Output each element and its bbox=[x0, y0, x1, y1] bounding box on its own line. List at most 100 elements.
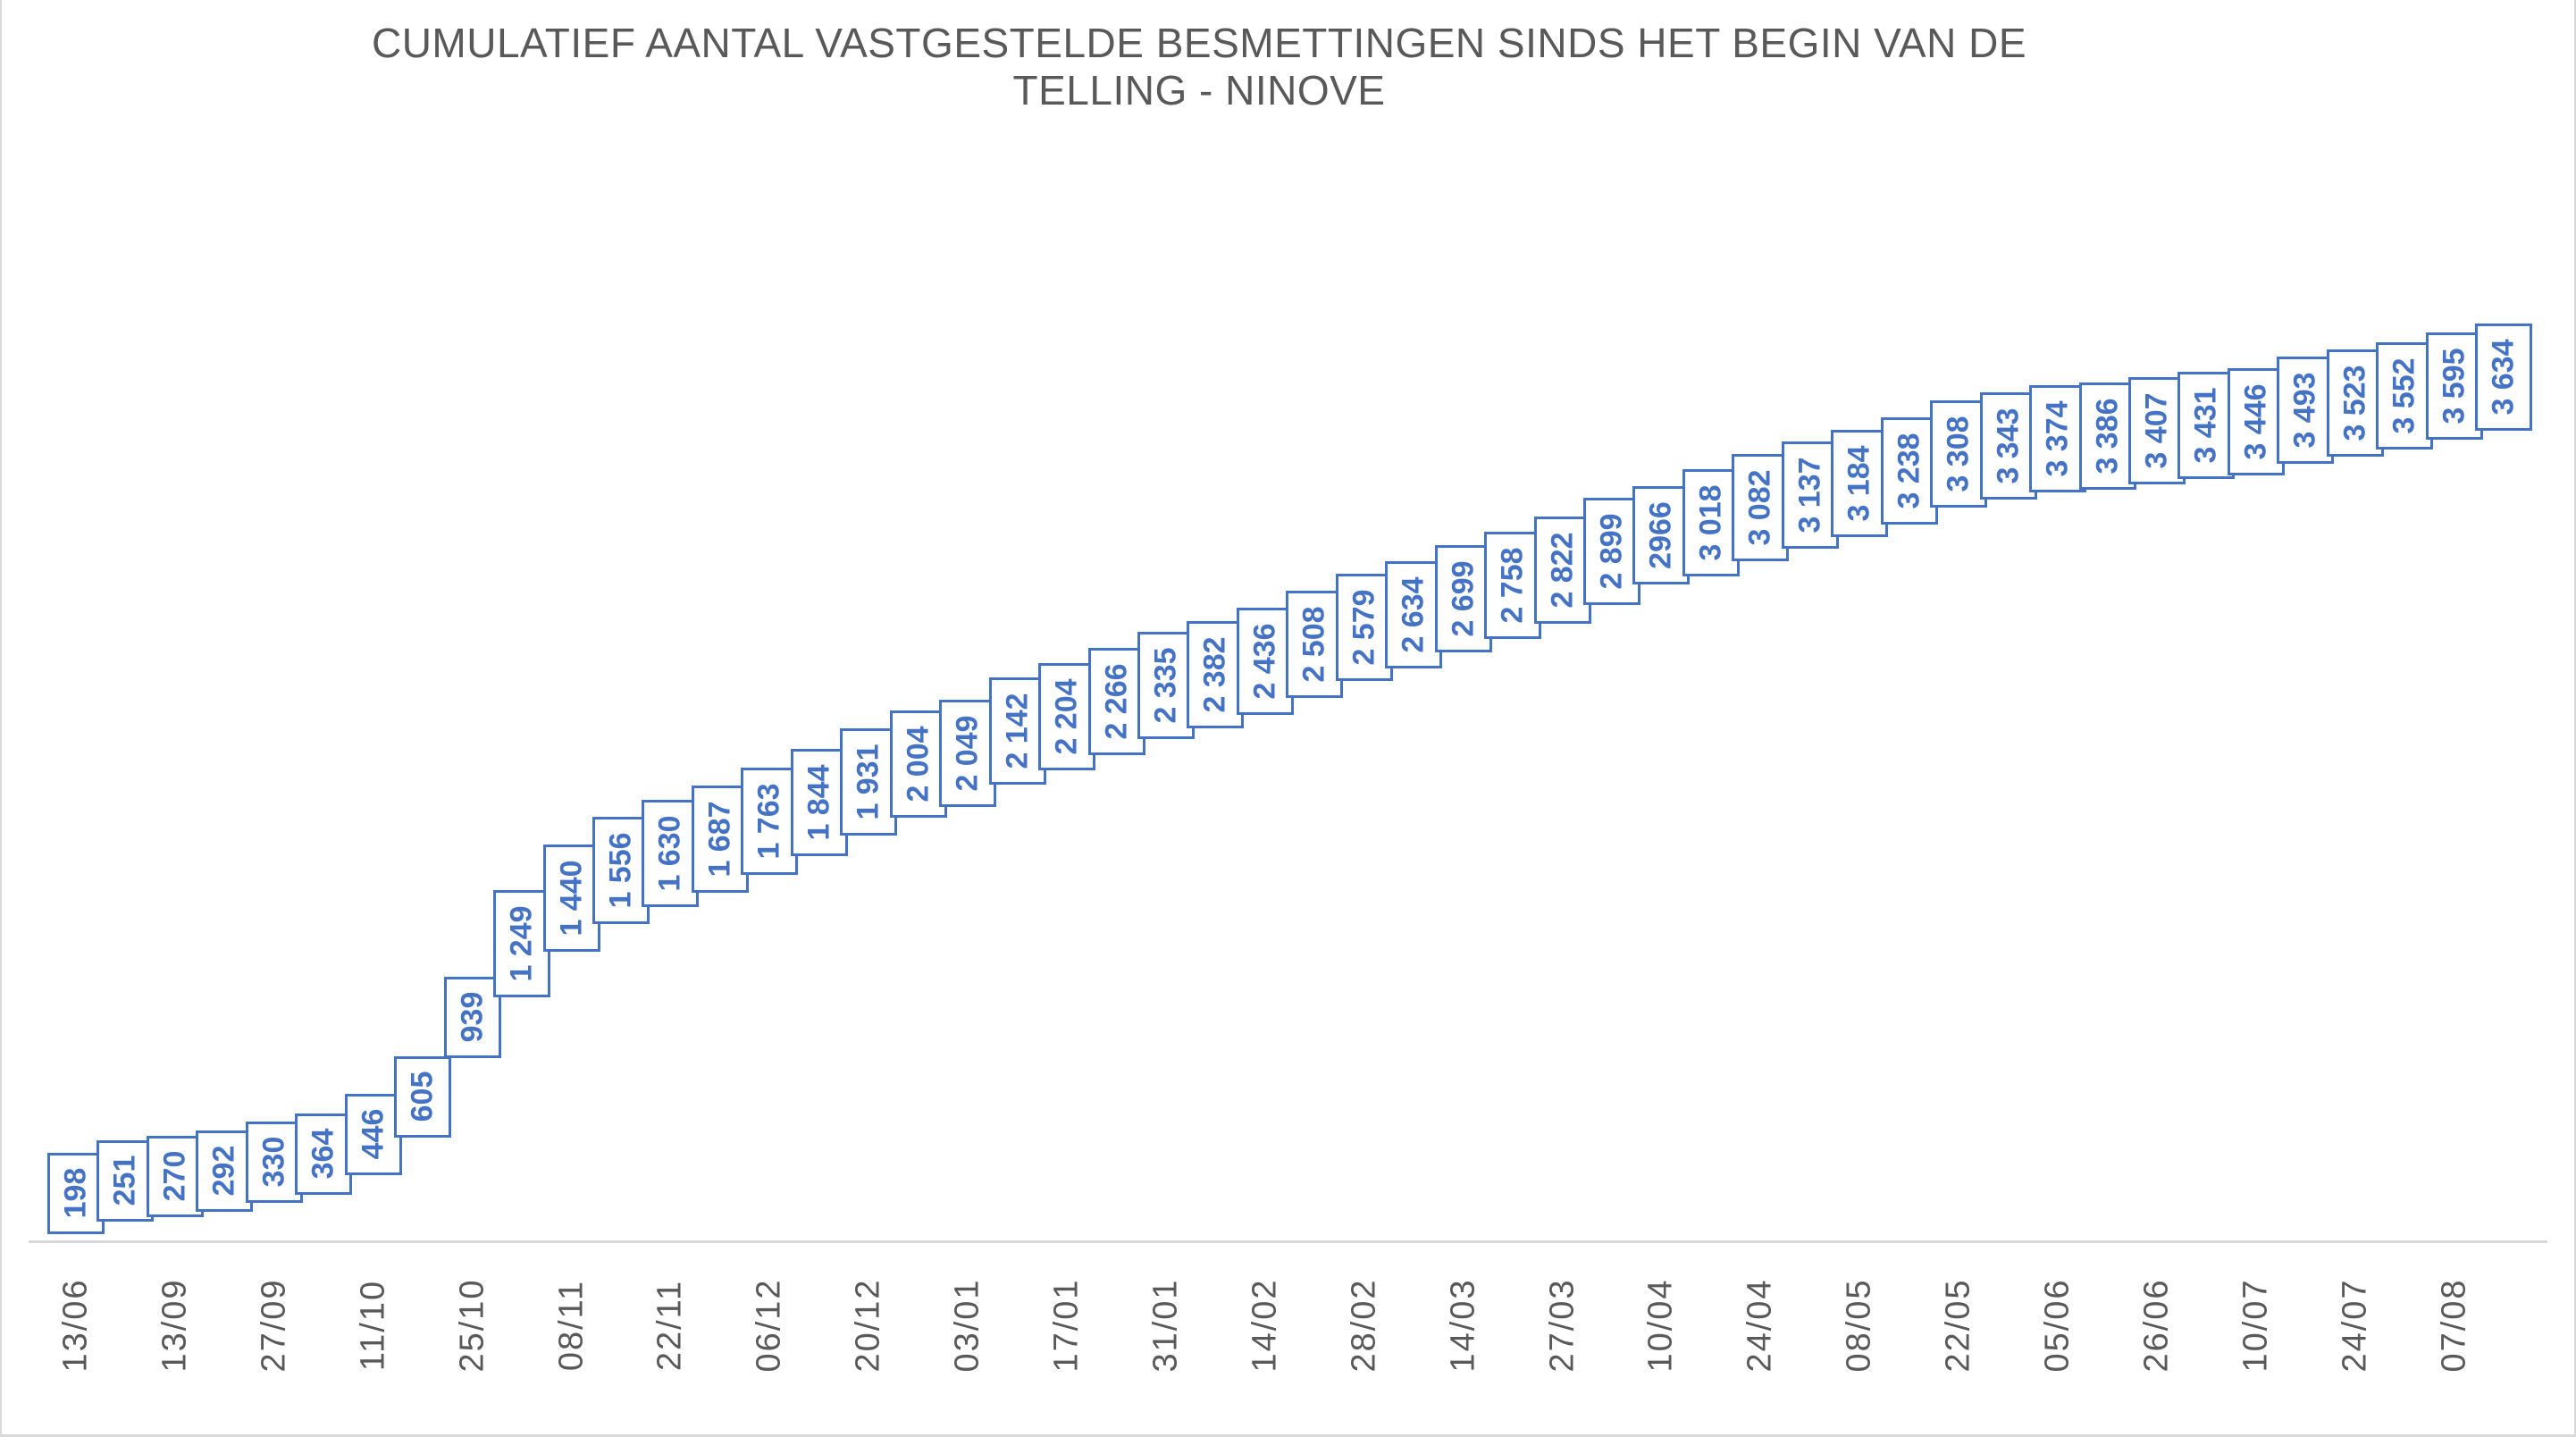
data-label-text: 2 266 bbox=[1099, 663, 1133, 740]
data-label-box: 2 049 bbox=[939, 700, 997, 808]
x-axis-label: 10/04 bbox=[1641, 1249, 1681, 1401]
x-axis-label-text: 27/03 bbox=[1543, 1278, 1581, 1373]
data-label-box: 1 556 bbox=[592, 817, 650, 925]
data-label-text: 605 bbox=[405, 1071, 440, 1122]
x-axis-label: 22/11 bbox=[650, 1249, 690, 1401]
x-axis-label: 24/07 bbox=[2336, 1249, 2375, 1401]
x-axis-label-text: 11/10 bbox=[354, 1279, 392, 1372]
data-label-box: 3 552 bbox=[2376, 342, 2434, 450]
x-axis-label: 13/09 bbox=[155, 1249, 195, 1401]
x-axis-label: 10/07 bbox=[2236, 1249, 2276, 1401]
data-label-box: 446 bbox=[344, 1093, 402, 1175]
data-label-box: 3 137 bbox=[1781, 441, 1839, 549]
data-label-text: 3 634 bbox=[2486, 338, 2521, 416]
data-label-text: 3 184 bbox=[1842, 445, 1876, 522]
x-axis-label-text: 08/11 bbox=[552, 1279, 590, 1372]
x-axis-label-text: 13/06 bbox=[56, 1278, 95, 1373]
x-axis-label-text: 06/12 bbox=[750, 1278, 788, 1373]
x-axis-label: 08/11 bbox=[552, 1249, 592, 1401]
x-axis-label-text: 20/12 bbox=[849, 1278, 887, 1373]
data-label-box: 2 634 bbox=[1385, 560, 1443, 668]
data-label-text: 2 758 bbox=[1495, 546, 1530, 624]
x-axis-label: 05/06 bbox=[2038, 1249, 2077, 1401]
data-label-text: 2 899 bbox=[1594, 513, 1629, 590]
x-axis-label: 13/06 bbox=[56, 1249, 96, 1401]
data-label-text: 446 bbox=[356, 1109, 390, 1160]
data-label-box: 1 630 bbox=[642, 799, 700, 907]
data-label-box: 3 595 bbox=[2425, 332, 2483, 440]
data-label-box: 3 184 bbox=[1831, 430, 1889, 538]
data-label-box: 2 579 bbox=[1335, 574, 1393, 682]
data-label-box: 330 bbox=[245, 1121, 303, 1203]
data-label-text: 1 249 bbox=[504, 905, 539, 982]
data-label-box: 3 634 bbox=[2475, 323, 2533, 431]
data-label-box: 3 308 bbox=[1930, 400, 1988, 508]
data-label-box: 3 493 bbox=[2277, 357, 2335, 464]
data-label-box: 3 343 bbox=[1979, 391, 2037, 500]
x-axis-label-text: 13/09 bbox=[155, 1278, 194, 1373]
data-label-box: 3 523 bbox=[2326, 349, 2384, 458]
x-axis-label: 06/12 bbox=[750, 1249, 789, 1401]
x-axis-label-text: 14/02 bbox=[1246, 1278, 1284, 1373]
data-label-text: 2 699 bbox=[1446, 560, 1481, 637]
data-label-text: 2 049 bbox=[950, 715, 985, 792]
data-label-text: 198 bbox=[58, 1167, 93, 1219]
data-label-text: 364 bbox=[306, 1128, 340, 1180]
data-label-box: 3 386 bbox=[2078, 382, 2136, 490]
x-axis-label: 17/01 bbox=[1047, 1249, 1087, 1401]
x-axis-label-text: 28/02 bbox=[1345, 1278, 1383, 1373]
data-label-text: 1 630 bbox=[652, 814, 687, 892]
x-axis-label: 14/03 bbox=[1444, 1249, 1483, 1401]
chart-title: CUMULATIEF AANTAL VASTGESTELDE BESMETTIN… bbox=[2, 20, 2396, 115]
data-label-text: 939 bbox=[455, 991, 490, 1043]
data-label-text: 3 137 bbox=[1792, 457, 1827, 534]
data-label-box: 2 335 bbox=[1137, 632, 1195, 739]
x-axis-label: 08/05 bbox=[1840, 1249, 1879, 1401]
data-label-box: 364 bbox=[295, 1113, 353, 1195]
data-label-text: 3 386 bbox=[2090, 397, 2124, 475]
data-label-text: 1 844 bbox=[801, 764, 836, 841]
chart-title-line2: TELLING - NINOVE bbox=[1012, 67, 1386, 114]
data-label-text: 3 082 bbox=[1742, 469, 1777, 546]
data-label-text: 3 446 bbox=[2238, 382, 2273, 460]
data-label-text: 3 308 bbox=[1941, 416, 1976, 492]
data-label-box: 270 bbox=[146, 1135, 204, 1217]
data-label-box: 1 844 bbox=[790, 748, 848, 856]
data-label-text: 2 436 bbox=[1247, 623, 1282, 700]
data-label-box: 1 687 bbox=[691, 786, 749, 894]
data-label-box: 3 446 bbox=[2227, 367, 2285, 475]
data-label-box: 3 374 bbox=[2029, 384, 2086, 492]
data-label-text: 3 493 bbox=[2287, 372, 2322, 449]
x-axis-label: 20/12 bbox=[849, 1249, 888, 1401]
data-label-box: 3 082 bbox=[1732, 454, 1790, 562]
x-axis-label: 28/02 bbox=[1345, 1249, 1384, 1401]
x-axis-label: 11/10 bbox=[354, 1249, 393, 1401]
data-label-box: 939 bbox=[443, 976, 501, 1058]
x-axis-label-text: 07/08 bbox=[2435, 1278, 2473, 1373]
data-label-text: 330 bbox=[256, 1136, 291, 1188]
data-label-box: 605 bbox=[394, 1055, 452, 1138]
data-label-box: 3 238 bbox=[1880, 416, 1938, 525]
data-label-text: 1 556 bbox=[603, 832, 638, 909]
data-label-text: 2 204 bbox=[1049, 678, 1084, 755]
x-axis-label: 25/10 bbox=[453, 1249, 492, 1401]
data-label-text: 3 238 bbox=[1892, 433, 1926, 509]
data-label-box: 2 508 bbox=[1286, 591, 1344, 698]
data-label-text: 2 508 bbox=[1296, 606, 1331, 683]
x-axis-label-text: 22/05 bbox=[1939, 1278, 1977, 1373]
x-axis-label: 07/08 bbox=[2435, 1249, 2474, 1401]
data-label-box: 3 431 bbox=[2177, 371, 2236, 479]
data-label-box: 2 004 bbox=[889, 710, 947, 818]
data-label-text: 3 431 bbox=[2188, 386, 2223, 464]
data-label-box: 1 931 bbox=[840, 727, 898, 836]
chart-title-line1: CUMULATIEF AANTAL VASTGESTELDE BESMETTIN… bbox=[371, 20, 2027, 66]
x-axis-label: 27/03 bbox=[1543, 1249, 1582, 1401]
data-label-box: 2 266 bbox=[1087, 648, 1145, 756]
data-label-text: 2 579 bbox=[1347, 589, 1381, 666]
x-axis-label-text: 22/11 bbox=[650, 1279, 689, 1372]
x-axis-label-text: 26/06 bbox=[2137, 1278, 2176, 1373]
data-label-text: 3 552 bbox=[2387, 357, 2421, 434]
data-label-text: 2966 bbox=[1643, 501, 1678, 570]
data-label-box: 2 699 bbox=[1434, 545, 1492, 653]
x-axis-label: 03/01 bbox=[948, 1249, 987, 1401]
